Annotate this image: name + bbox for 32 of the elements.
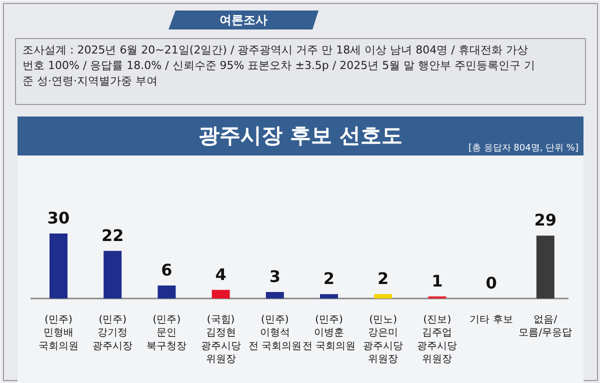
data-label: 6: [161, 260, 172, 280]
data-label: 29: [534, 210, 557, 230]
x-tick-label: (민주) 이병훈 전 국회의원: [302, 314, 356, 352]
data-label: 2: [323, 269, 335, 288]
bar: [266, 292, 284, 298]
bar: [536, 236, 554, 298]
x-tick-label: 기타 후보: [470, 314, 513, 326]
bar: [374, 294, 392, 298]
data-label: 3: [269, 267, 280, 286]
text: 여론조사: [220, 13, 268, 27]
data-label: 30: [47, 208, 70, 228]
x-tick-label: (민주) 이형석 전 국회의원: [248, 314, 302, 352]
x-tick-label: (국힘) 김정현 광주시당 위원장: [200, 314, 241, 366]
bar: [212, 290, 230, 298]
bar: [50, 234, 68, 298]
bar: [158, 286, 176, 298]
x-tick-label: (민노) 강은미 광주시당 위원장: [363, 314, 404, 366]
data-label: 0: [486, 274, 497, 292]
text: 조사설계 : 2025년 6월 20~21일(2일간) / 광주광역시 거주 만 18세 이상 남녀 804명 / 휴대전화 가상 번호 100% / 응답률 18.0% / 신뢰수준 95% 표본오차 ±3.5p / 2025년 5월 말 행안부 주민등록인구 기 준 성·연령·지역별가중 부여: [22, 44, 536, 88]
bar: [104, 250, 122, 298]
x-tick-label: (진보) 김주업 광주시당 위원장: [417, 314, 458, 366]
x-tick-label: (민주) 민형배 국회의원: [38, 314, 78, 352]
chart-title: 광주시장 후보 선호도: [198, 124, 402, 148]
data-label: 1: [432, 271, 443, 290]
bar: [320, 294, 338, 298]
data-label: 4: [215, 264, 226, 284]
x-tick-label: 없음/ 모름/무응답: [518, 314, 572, 339]
data-label: 2: [378, 269, 389, 288]
x-tick-label: (민주) 문인 북구청장: [146, 314, 187, 352]
data-label: 22: [101, 226, 124, 245]
chart-subtitle: [총 응답자 804명, 단위 %]: [468, 144, 579, 154]
x-tick-label: (민주) 강기정 광주시장: [92, 314, 133, 352]
